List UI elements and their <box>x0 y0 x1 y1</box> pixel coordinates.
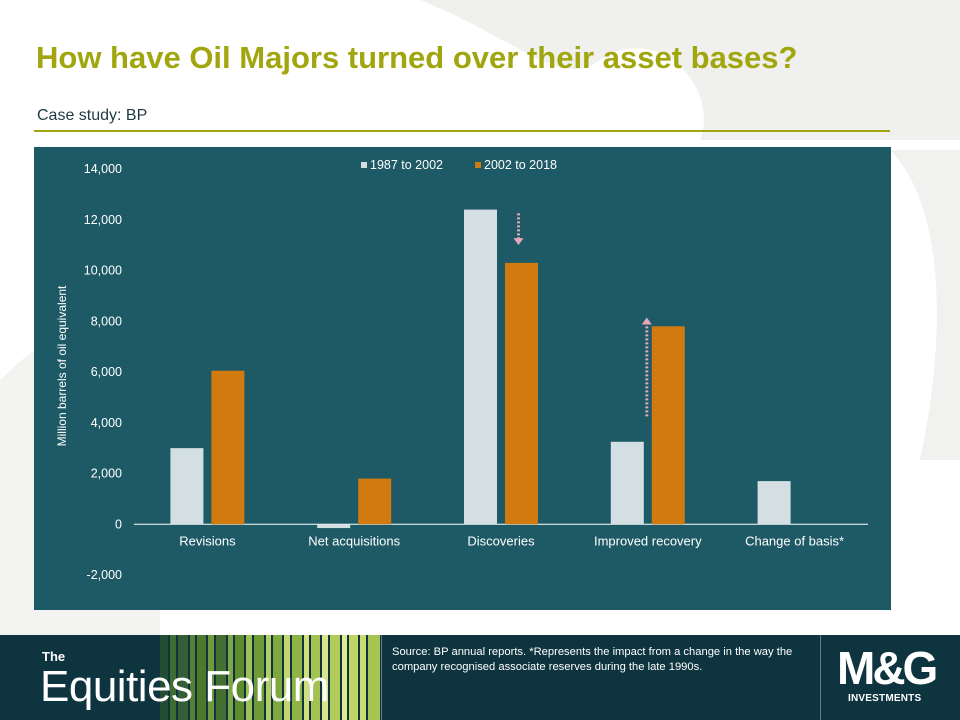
x-tick-label: Discoveries <box>467 533 535 548</box>
y-tick-label: -2,000 <box>87 568 122 582</box>
y-tick-label: 4,000 <box>91 416 122 430</box>
bar <box>211 370 245 525</box>
footer-divider-right <box>820 635 821 720</box>
mg-logo: M&G INVESTMENTS <box>828 635 960 720</box>
source-note: Source: BP annual reports. *Represents t… <box>392 646 793 673</box>
chart-panel: 14,000 12,000 10,000 8,000 6,000 4,000 2,000 0 -… <box>34 147 891 610</box>
trend-arrow-head <box>513 238 524 246</box>
bar <box>757 481 791 525</box>
bar <box>464 209 497 525</box>
mg-logo-sub: INVESTMENTS <box>848 693 922 704</box>
bar-chart: 14,000 12,000 10,000 8,000 6,000 4,000 2,000 0 -… <box>55 158 868 582</box>
y-tick-label: 14,000 <box>84 162 122 176</box>
brand-stripes <box>160 635 380 720</box>
brand-the: The <box>42 649 66 664</box>
x-tick-label: Net acquisitions <box>308 533 400 548</box>
footer: The Equities Forum Source: BP annual rep… <box>0 635 960 720</box>
legend-swatch <box>475 162 481 168</box>
bar <box>317 524 351 529</box>
legend-label: 2002 to 2018 <box>484 158 557 172</box>
y-tick-label: 12,000 <box>84 213 122 227</box>
trend-arrow-head <box>641 317 652 325</box>
footer-divider-left <box>381 635 382 720</box>
x-tick-label: Revisions <box>179 533 236 548</box>
y-tick-label: 2,000 <box>91 467 122 481</box>
y-tick-label: 0 <box>115 517 122 531</box>
bar <box>610 441 644 525</box>
x-tick-label: Improved recovery <box>594 533 702 548</box>
page-title: How have Oil Majors turned over their as… <box>36 40 798 75</box>
brand-name: Equities Forum <box>40 662 329 711</box>
bar <box>505 262 538 525</box>
legend-swatch <box>361 162 367 168</box>
y-tick-label: 6,000 <box>91 365 122 379</box>
title-rule <box>34 130 890 132</box>
page-subtitle: Case study: BP <box>37 107 148 124</box>
legend-label: 1987 to 2002 <box>370 158 443 172</box>
x-tick-label: Change of basis* <box>745 533 844 548</box>
y-tick-label: 8,000 <box>91 314 122 328</box>
bar <box>170 448 204 525</box>
y-tick-label: 10,000 <box>84 264 122 278</box>
bar <box>358 478 392 525</box>
y-axis-label: Million barrels of oil equivalent <box>55 285 69 446</box>
mg-logo-mark: M&G <box>837 642 938 694</box>
bar <box>651 326 685 525</box>
